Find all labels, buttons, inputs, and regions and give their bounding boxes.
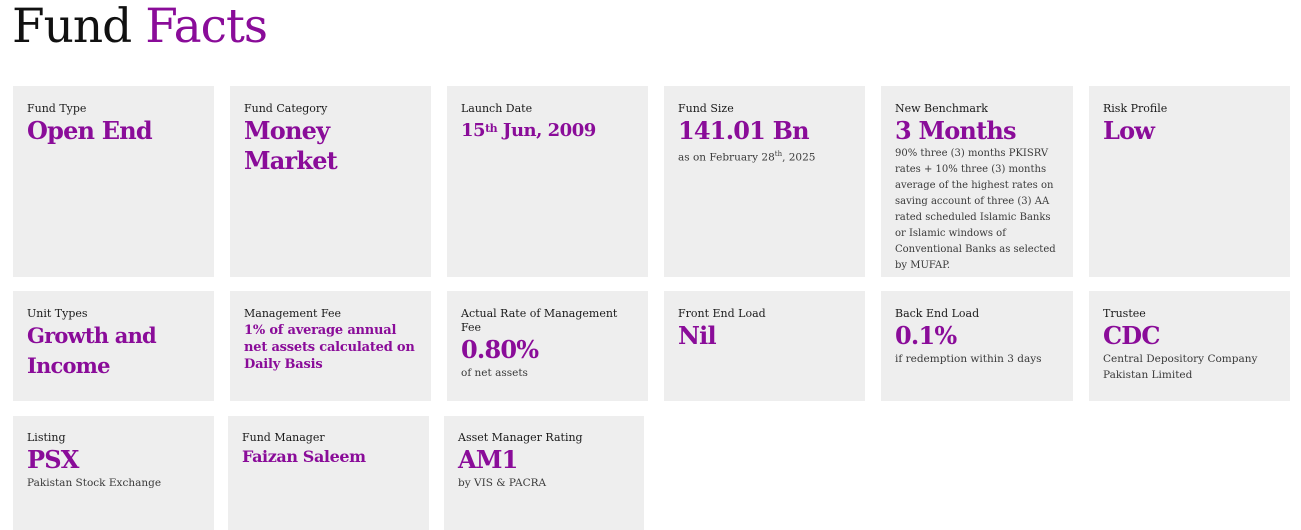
risk-profile-value: Low bbox=[1103, 116, 1155, 145]
fund-type-value: Open End bbox=[27, 116, 153, 145]
unit-types-value-line-2: Income bbox=[27, 353, 110, 378]
asset-manager-rating-label: Asset Manager Rating bbox=[458, 431, 583, 444]
launch-date-label: Launch Date bbox=[461, 102, 533, 115]
back-end-load-card: Back End Load 0.1% if redemption within … bbox=[881, 291, 1073, 401]
listing-label: Listing bbox=[27, 431, 66, 444]
launch-date-card: Launch Date 15th Jun, 2009 bbox=[447, 86, 648, 277]
unit-types-value: Growth and Income bbox=[27, 321, 200, 381]
fund-category-label: Fund Category bbox=[244, 102, 328, 115]
fund-manager-card: Fund Manager Faizan Saleem bbox=[228, 416, 429, 530]
actual-rate-note: of net assets bbox=[461, 367, 528, 379]
back-end-load-value: 0.1% bbox=[895, 321, 957, 350]
trustee-label: Trustee bbox=[1103, 307, 1146, 320]
title-part-2: Facts bbox=[145, 0, 268, 54]
risk-profile-card: Risk Profile Low bbox=[1089, 86, 1290, 277]
fund-size-note-rest: , 2025 bbox=[782, 151, 816, 164]
actual-rate-value: 0.80% bbox=[461, 335, 539, 364]
actual-rate-card: Actual Rate of Management Fee 0.80% of n… bbox=[447, 291, 648, 401]
management-fee-label: Management Fee bbox=[244, 307, 342, 320]
fund-size-note: as on February 28th, 2025 bbox=[678, 146, 851, 166]
trustee-note: Central Depository Company Pakistan Limi… bbox=[1103, 353, 1258, 381]
back-end-load-note: if redemption within 3 days bbox=[895, 353, 1042, 365]
fund-size-note-ordinal: th bbox=[774, 150, 783, 158]
page-title: Fund Facts bbox=[12, 0, 268, 54]
new-benchmark-card: New Benchmark 3 Months 90% three (3) mon… bbox=[881, 86, 1073, 277]
fund-category-card: Fund Category Money Market bbox=[230, 86, 431, 277]
title-part-1: Fund bbox=[12, 0, 132, 54]
management-fee-card: Management Fee 1% of average annual net … bbox=[230, 291, 431, 401]
asset-manager-rating-card: Asset Manager Rating AM1 by VIS & PACRA bbox=[444, 416, 644, 530]
front-end-load-label: Front End Load bbox=[678, 307, 766, 320]
fund-size-note-prefix: as on February 28 bbox=[678, 151, 775, 164]
launch-date-value: 15th Jun, 2009 bbox=[461, 119, 634, 143]
fund-size-value: 141.01 Bn bbox=[678, 116, 810, 145]
new-benchmark-value: 3 Months bbox=[895, 116, 1017, 145]
fund-category-value: Money Market bbox=[244, 116, 417, 176]
fund-manager-value: Faizan Saleem bbox=[242, 447, 366, 466]
back-end-load-label: Back End Load bbox=[895, 307, 980, 320]
management-fee-value: 1% of average annual net assets calculat… bbox=[244, 323, 415, 372]
new-benchmark-label: New Benchmark bbox=[895, 102, 988, 115]
fund-category-value-line-2: Market bbox=[244, 146, 338, 175]
unit-types-label: Unit Types bbox=[27, 307, 88, 320]
unit-types-value-line-1: Growth and bbox=[27, 323, 157, 348]
asset-manager-rating-note: by VIS & PACRA bbox=[458, 477, 547, 489]
unit-types-card: Unit Types Growth and Income bbox=[13, 291, 214, 401]
front-end-load-card: Front End Load Nil bbox=[664, 291, 865, 401]
launch-date-rest: Jun, 2009 bbox=[497, 120, 596, 141]
launch-date-ordinal: th bbox=[485, 122, 498, 135]
fund-size-label: Fund Size bbox=[678, 102, 734, 115]
front-end-load-value: Nil bbox=[678, 321, 717, 350]
listing-value: PSX bbox=[27, 445, 79, 474]
trustee-card: Trustee CDC Central Depository Company P… bbox=[1089, 291, 1290, 401]
actual-rate-label: Actual Rate of Management Fee bbox=[461, 307, 618, 334]
launch-date-day: 15 bbox=[461, 120, 486, 141]
listing-card: Listing PSX Pakistan Stock Exchange bbox=[13, 416, 214, 530]
fund-type-label: Fund Type bbox=[27, 102, 87, 115]
risk-profile-label: Risk Profile bbox=[1103, 102, 1168, 115]
fund-size-card: Fund Size 141.01 Bn as on February 28th,… bbox=[664, 86, 865, 277]
fund-type-card: Fund Type Open End bbox=[13, 86, 214, 277]
new-benchmark-note: 90% three (3) months PKISRV rates + 10% … bbox=[895, 148, 1056, 271]
fund-manager-label: Fund Manager bbox=[242, 431, 325, 444]
asset-manager-rating-value: AM1 bbox=[458, 445, 518, 474]
listing-note: Pakistan Stock Exchange bbox=[27, 477, 162, 489]
trustee-value: CDC bbox=[1103, 321, 1160, 350]
fund-category-value-line-1: Money bbox=[244, 116, 330, 145]
